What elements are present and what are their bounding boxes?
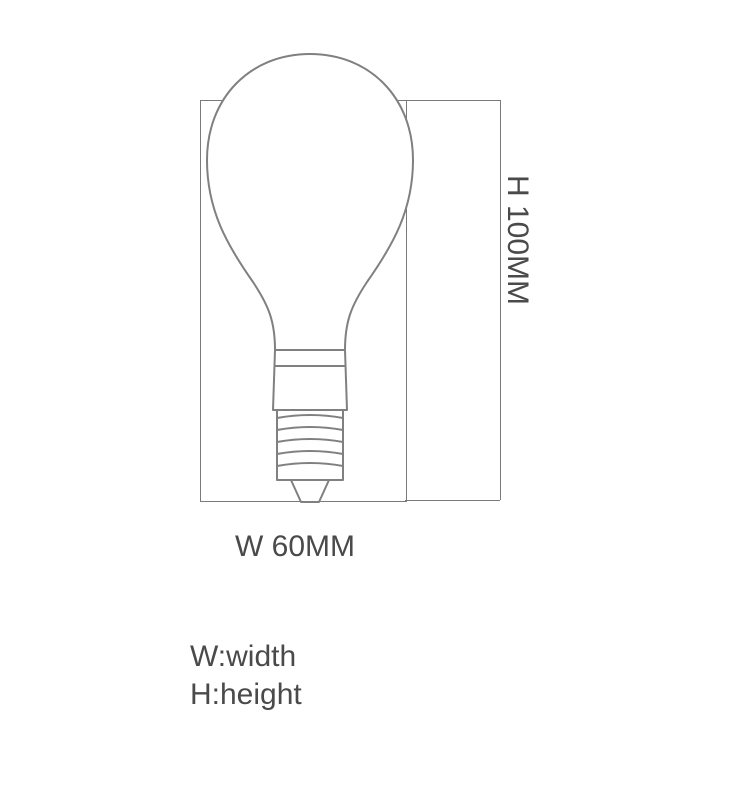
width-label: W 60MM	[235, 530, 355, 564]
diagram-stage: W 60MM H 100MM W:width H:height	[0, 0, 744, 800]
legend-width: W:width	[190, 640, 296, 674]
legend-height: H:height	[190, 678, 302, 712]
bulb-outline	[195, 50, 425, 510]
height-label: H 100MM	[500, 175, 534, 305]
